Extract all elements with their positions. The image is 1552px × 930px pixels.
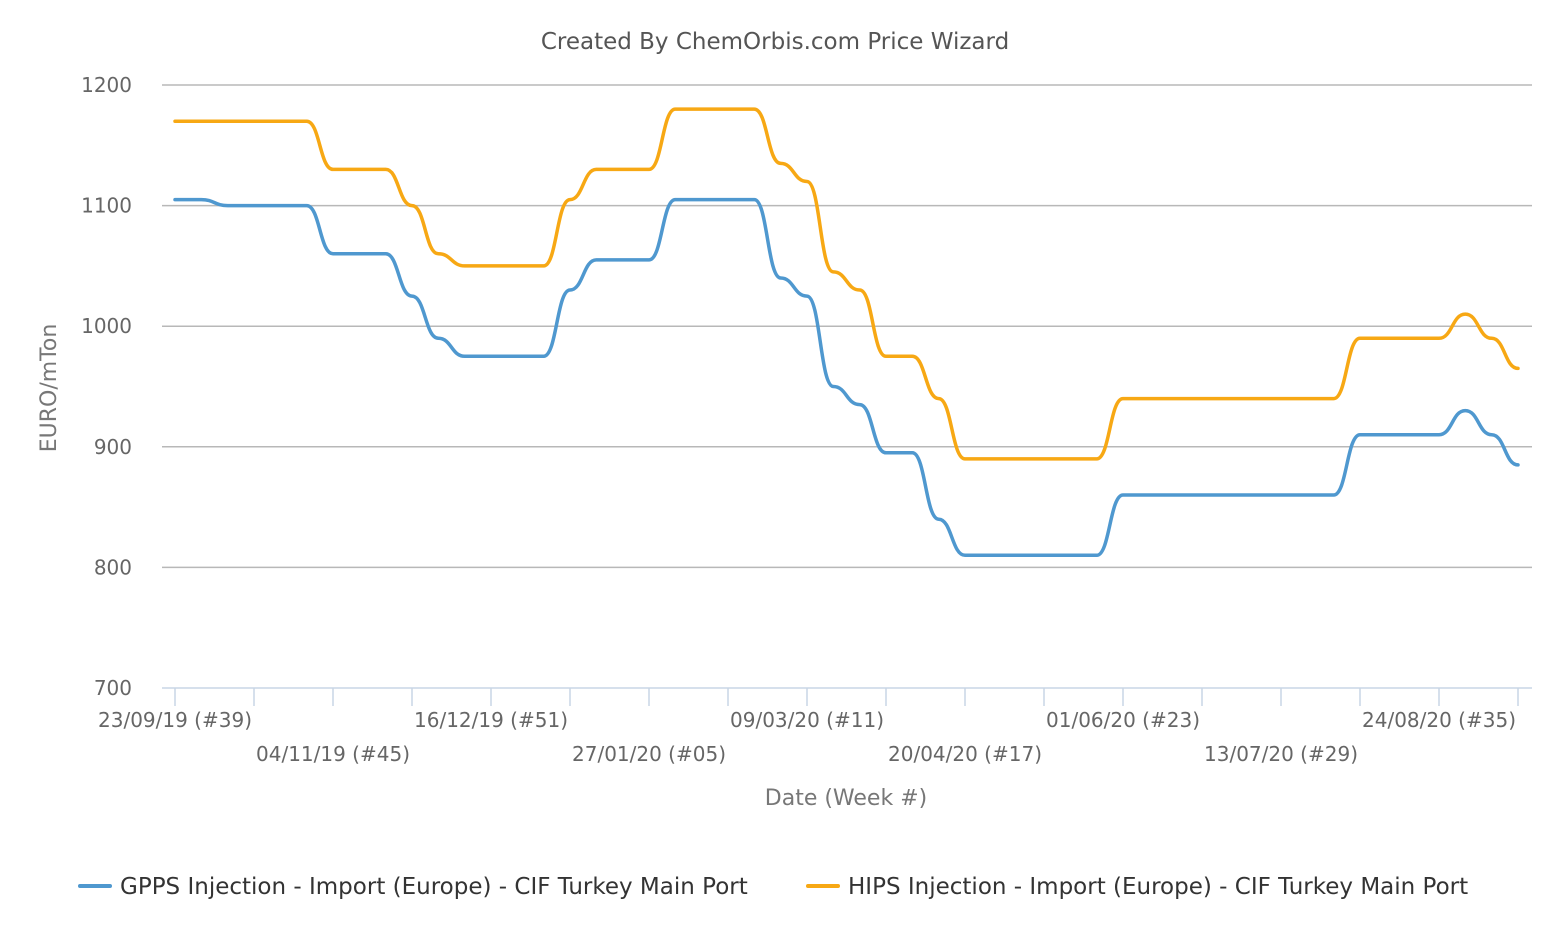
x-axis-title: Date (Week #) [765, 786, 927, 811]
legend-label[interactable]: GPPS Injection - Import (Europe) - CIF T… [120, 874, 748, 900]
x-tick-label: 16/12/19 (#51) [414, 708, 568, 732]
x-tick-label: 27/01/20 (#05) [572, 742, 726, 766]
y-tick-label: 1200 [81, 73, 132, 97]
y-tick-label: 1100 [81, 194, 132, 218]
x-tick-label: 13/07/20 (#29) [1204, 742, 1358, 766]
x-tick-label: 01/06/20 (#23) [1046, 708, 1200, 732]
series-lines [173, 107, 1520, 558]
x-tick-label: 20/04/20 (#17) [888, 742, 1042, 766]
series-line-hips [173, 107, 1520, 461]
y-axis-ticks: 700 800 900 1000 1100 1200 [81, 73, 132, 700]
y-axis-title: EURO/mTon [37, 324, 62, 453]
y-tick-label: 900 [94, 435, 132, 459]
legend-label[interactable]: HIPS Injection - Import (Europe) - CIF T… [848, 874, 1468, 900]
legend: GPPS Injection - Import (Europe) - CIF T… [78, 874, 1468, 900]
y-tick-label: 1000 [81, 314, 132, 338]
gridlines [162, 84, 1532, 569]
chart-title: Created By ChemOrbis.com Price Wizard [541, 29, 1009, 55]
x-axis-ticks: 23/09/19 (#39)04/11/19 (#45)16/12/19 (#5… [98, 688, 1519, 766]
series-line-gpps [173, 197, 1520, 558]
y-tick-label: 800 [94, 555, 132, 579]
y-tick-label: 700 [94, 676, 132, 700]
x-tick-label: 09/03/20 (#11) [730, 708, 884, 732]
x-tick-label: 04/11/19 (#45) [256, 742, 410, 766]
x-tick-label: 23/09/19 (#39) [98, 708, 252, 732]
x-tick-label: 24/08/20 (#35) [1362, 708, 1516, 732]
